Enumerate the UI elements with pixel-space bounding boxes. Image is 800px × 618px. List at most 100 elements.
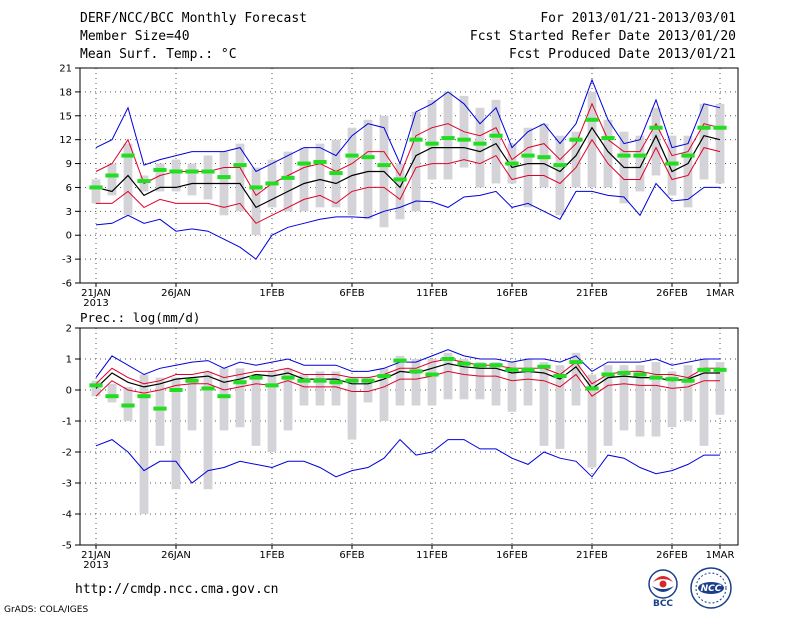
prec-climatology-mark [569, 360, 583, 365]
temp-spread-bar [715, 103, 725, 184]
prec-climatology-mark [121, 403, 135, 408]
prec-climatology-mark [585, 386, 599, 391]
temp-mean-line [95, 126, 721, 209]
temp-spread-bar [363, 119, 373, 220]
temp-climatology-mark [201, 169, 215, 174]
temp-climatology-mark [377, 163, 391, 168]
prec-spread-bar [475, 362, 485, 400]
prec-climatology-mark [601, 372, 615, 377]
prec-climatology-mark [169, 388, 183, 392]
prec-spread-bar [587, 374, 597, 468]
temp-climatology-mark [601, 136, 615, 141]
temp-climatology-mark [505, 161, 519, 166]
prec-climatology-mark [409, 369, 423, 374]
prec-climatology-mark [697, 367, 711, 372]
prec-lower-line [95, 370, 720, 397]
temp-climatology-mark [361, 155, 375, 160]
prec-max-line [95, 349, 720, 378]
prec-ytick-label: 1 [66, 355, 72, 366]
temp-climatology-mark [633, 153, 647, 158]
prec-spread-bar [139, 374, 149, 514]
temp-climatology-mark [617, 153, 631, 158]
prec-ytick-label: -2 [62, 448, 72, 459]
prec-climatology-mark [633, 372, 647, 377]
prec-spread-bar [603, 365, 613, 446]
prec-xtick-label: 21FEB [576, 550, 608, 561]
temp-spread-bar [283, 151, 293, 212]
prec-spread-bar [555, 365, 565, 449]
prec-spread-bar [379, 368, 389, 421]
source-url[interactable]: http://cmdp.ncc.cma.gov.cn [75, 582, 279, 597]
prec-spread-bar [635, 365, 645, 437]
temp-xtick-label: 11FEB [416, 288, 448, 299]
temp-xtick-sublabel: 2013 [83, 298, 108, 309]
temp-spread-bar [395, 163, 405, 220]
temp-max-line [95, 78, 721, 173]
prec-ytick-label: -3 [62, 479, 72, 490]
grads-credit: GrADS: COLA/IGES [4, 605, 89, 615]
temp-spread-bar [171, 159, 181, 192]
temp-climatology-mark [217, 175, 231, 180]
prec-spread-bar [507, 362, 517, 412]
prec-spread-bar [107, 383, 117, 403]
prec-spread-bar [491, 362, 501, 406]
temp-climatology-mark [409, 137, 423, 142]
prec-spread-bar [571, 352, 581, 406]
forecast-start-date: Fcst Started Refer Date 2013/01/20 [469, 29, 736, 44]
temp-ytick-label: 15 [59, 111, 72, 122]
temp-ytick-label: 21 [59, 64, 72, 75]
temp-spread-bar [315, 143, 325, 208]
prec-ytick-label: -1 [62, 417, 72, 428]
temp-ytick-label: 0 [66, 231, 72, 242]
prec-climatology-mark [489, 363, 503, 368]
forecast-period: For 2013/01/21-2013/03/01 [540, 11, 736, 26]
prec-climatology-mark [617, 370, 631, 375]
prec-spread-bar [219, 368, 229, 431]
prec-spread-bar [411, 359, 421, 406]
prec-climatology-mark [233, 380, 247, 385]
prec-spread-bar [539, 362, 549, 446]
prec-upper-line [95, 358, 720, 385]
temp-climatology-mark [265, 181, 279, 186]
prec-climatology-mark [153, 406, 167, 411]
prec-climatology-mark [265, 383, 279, 388]
prec-xtick-label: 1MAR [706, 550, 735, 561]
temp-climatology-mark [249, 185, 263, 190]
prec-climatology-mark [521, 367, 535, 372]
prec-climatology-mark [713, 367, 727, 372]
temp-ytick-label: 3 [66, 207, 72, 218]
temp-spread-bar [347, 127, 357, 216]
bcc-logo-text: BCC [653, 599, 673, 608]
prec-climatology-mark [297, 378, 311, 383]
prec-climatology-mark [89, 383, 103, 388]
prec-spread-bar [187, 377, 197, 431]
chart-title: DERF/NCC/BCC Monthly Forecast [80, 11, 307, 26]
prec-spread-bar [459, 359, 469, 400]
ncc-logo: NCC [690, 567, 732, 609]
prec-spread-bar [523, 359, 533, 406]
prec-climatology-mark [329, 380, 343, 385]
prec-spread-bar [171, 377, 181, 490]
temp-spread-bar [683, 135, 693, 208]
temp-spread-bar [603, 119, 613, 188]
temp-ytick-label: 9 [66, 159, 72, 170]
temp-lower-line [96, 138, 721, 224]
temp-xtick-label: 1MAR [706, 288, 735, 299]
temp-climatology-mark [281, 175, 295, 180]
temp-ytick-label: 18 [59, 87, 72, 98]
prec-spread-bar [363, 377, 373, 403]
prec-climatology-mark [441, 357, 455, 361]
temp-climatology-mark [649, 125, 663, 130]
prec-spread-bar [267, 371, 277, 452]
prec-spread-bar [299, 374, 309, 406]
temp-climatology-mark [105, 173, 119, 178]
temp-spread-bar [251, 167, 261, 236]
temp-climatology-mark [553, 163, 567, 168]
prec-climatology-mark [537, 364, 551, 369]
forecast-produced-date: Fcst Produced Date 2013/01/21 [509, 47, 736, 62]
prec-climatology-mark [473, 363, 487, 368]
variable-label: Mean Surf. Temp.: °C [80, 47, 237, 62]
prec-xtick-label: 21JAN [81, 550, 111, 561]
temp-spread-bar [299, 147, 309, 212]
